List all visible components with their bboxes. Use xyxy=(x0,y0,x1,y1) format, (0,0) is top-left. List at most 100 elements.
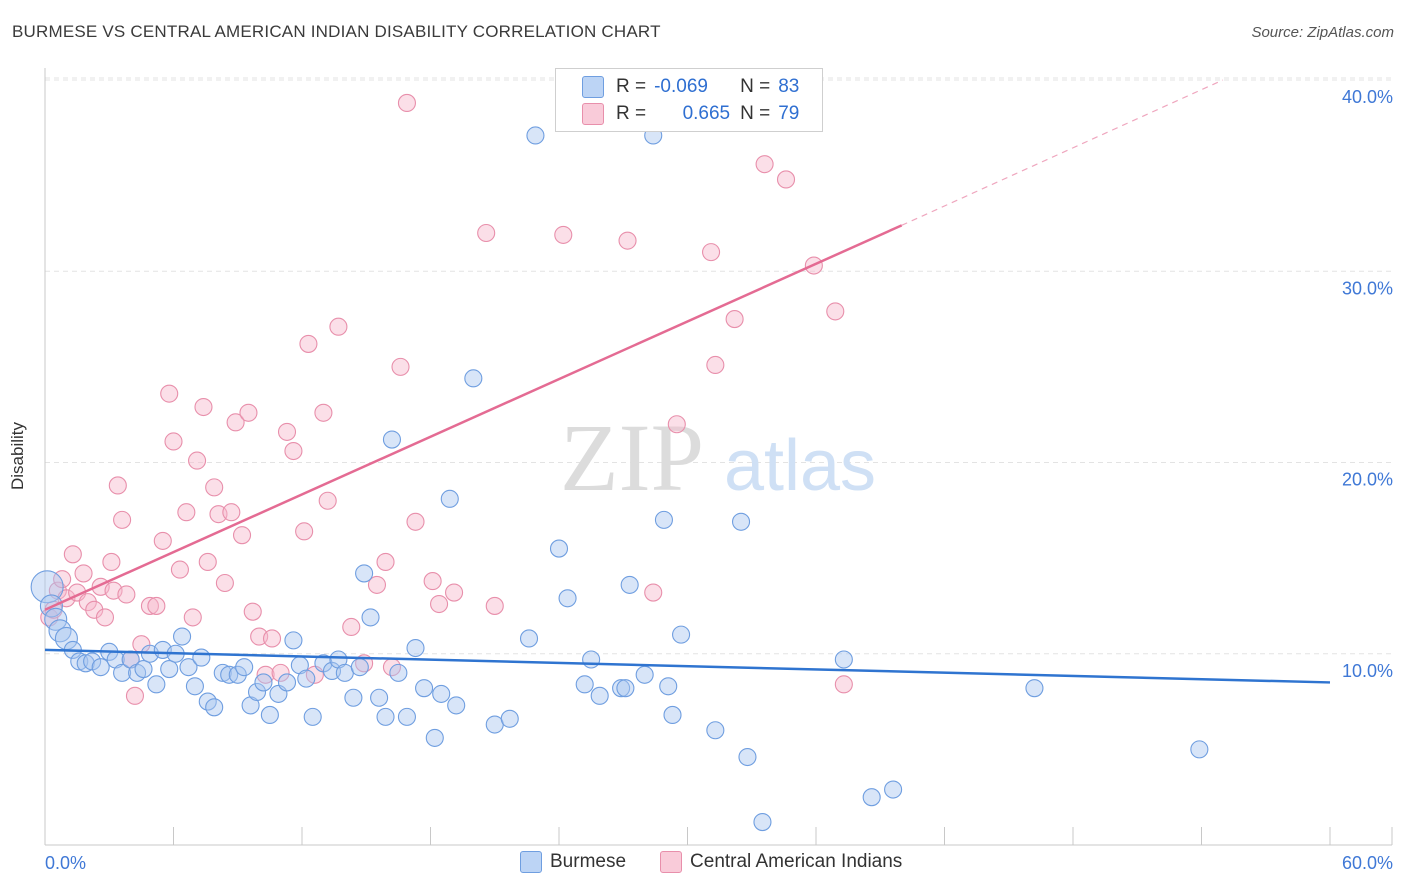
data-point-cai xyxy=(477,223,496,243)
data-point-cai xyxy=(725,310,744,329)
data-point-burmese xyxy=(350,658,369,677)
data-point-burmese xyxy=(738,747,757,767)
data-point-cai xyxy=(232,526,252,545)
data-point-cai xyxy=(74,564,93,583)
data-point-burmese xyxy=(1190,740,1209,759)
data-point-burmese xyxy=(376,707,395,726)
data-point-burmese xyxy=(235,658,254,677)
data-point-cai xyxy=(164,432,183,451)
x-tick-label: 60.0% xyxy=(1342,853,1393,873)
data-point-cai xyxy=(194,397,213,417)
data-point-cai xyxy=(706,355,725,375)
data-point-burmese xyxy=(113,663,132,682)
data-point-burmese xyxy=(30,570,64,604)
data-point-burmese xyxy=(706,721,725,740)
legend-burmese-label: Burmese xyxy=(550,851,627,872)
data-point-burmese xyxy=(147,675,166,694)
data-point-burmese xyxy=(205,698,224,717)
data-point-burmese xyxy=(247,682,267,702)
watermark: ZIP atlas xyxy=(560,404,876,511)
trend-line-cai xyxy=(44,224,903,611)
data-point-burmese xyxy=(620,575,639,594)
legend-item-cai[interactable]: Central American Indians xyxy=(660,851,902,873)
data-point-cai xyxy=(834,675,853,694)
data-point-cai xyxy=(277,422,297,441)
data-point-burmese xyxy=(260,705,279,725)
cai-r-value: 0.665 xyxy=(682,103,731,124)
data-point-burmese xyxy=(663,705,682,725)
data-point-cai xyxy=(299,334,318,353)
data-point-cai xyxy=(445,583,464,602)
cai-r-label: R = xyxy=(616,103,647,124)
stat-row-burmese: R = -0.069 N = 83 xyxy=(582,76,799,98)
data-point-burmese xyxy=(397,707,416,726)
data-point-burmese xyxy=(76,654,95,673)
data-point-cai xyxy=(485,596,504,615)
watermark-zip: ZIP xyxy=(560,404,704,511)
burmese-n-value: 83 xyxy=(778,76,800,97)
data-point-cai xyxy=(342,617,361,637)
data-point-burmese xyxy=(277,673,297,692)
data-point-burmese xyxy=(254,673,273,692)
data-point-cai xyxy=(430,594,449,614)
data-point-cai xyxy=(108,476,127,495)
data-point-burmese xyxy=(415,679,434,698)
data-point-cai xyxy=(188,451,207,470)
data-point-burmese xyxy=(185,677,204,696)
data-point-cai xyxy=(397,93,416,112)
trend-line-burmese xyxy=(44,648,1331,684)
data-point-cai xyxy=(702,243,721,262)
data-point-cai xyxy=(226,413,245,432)
y-tick-label: 30.0% xyxy=(1342,278,1393,298)
data-point-burmese xyxy=(134,659,153,679)
data-point-cai xyxy=(667,415,686,434)
bottom-legend: Burmese Central American Indians xyxy=(520,851,924,873)
data-point-cai xyxy=(406,512,425,531)
chart-title: BURMESE VS CENTRAL AMERICAN INDIAN DISAB… xyxy=(12,22,661,41)
data-point-cai xyxy=(117,585,136,604)
data-point-cai xyxy=(256,665,275,684)
data-point-cai xyxy=(262,629,282,648)
data-point-cai xyxy=(222,503,241,522)
data-point-cai xyxy=(243,602,262,621)
data-point-cai xyxy=(183,608,202,627)
data-point-cai xyxy=(329,317,348,336)
data-point-burmese xyxy=(834,650,853,669)
data-point-burmese xyxy=(519,629,539,648)
data-point-burmese xyxy=(635,665,654,684)
data-point-cai xyxy=(85,600,104,619)
data-point-burmese xyxy=(361,608,380,627)
data-point-cai xyxy=(644,583,663,602)
data-point-burmese xyxy=(406,638,425,658)
data-point-cai xyxy=(314,403,333,422)
data-point-burmese xyxy=(382,430,402,449)
data-point-cai xyxy=(271,663,290,682)
data-point-burmese xyxy=(1025,679,1044,698)
data-point-cai xyxy=(367,575,387,594)
data-point-burmese xyxy=(549,539,569,558)
correlation-legend: R = -0.069 N = 83 R = 0.665 N = 79 xyxy=(555,68,823,132)
data-point-burmese xyxy=(884,780,903,799)
data-point-cai xyxy=(776,170,796,189)
data-point-cai xyxy=(391,357,410,376)
y-tick-label: 10.0% xyxy=(1342,661,1393,681)
data-point-cai xyxy=(102,552,121,572)
data-point-cai xyxy=(423,572,442,591)
data-point-cai xyxy=(215,573,234,593)
axes xyxy=(44,68,1393,846)
data-point-burmese xyxy=(173,627,192,646)
legend-item-burmese[interactable]: Burmese xyxy=(520,851,626,873)
legend-cai-label: Central American Indians xyxy=(690,851,903,872)
data-point-cai xyxy=(125,686,144,705)
data-point-cai xyxy=(755,155,774,174)
watermark-atlas: atlas xyxy=(724,426,876,506)
data-point-burmese xyxy=(447,696,466,715)
data-point-burmese xyxy=(425,728,444,747)
stat-row-cai: R = 0.665 N = 79 xyxy=(582,103,799,125)
data-point-cai xyxy=(284,441,303,461)
data-point-burmese xyxy=(48,619,72,643)
data-point-burmese xyxy=(616,679,635,698)
data-point-burmese xyxy=(659,677,678,696)
data-point-cai xyxy=(318,491,337,510)
